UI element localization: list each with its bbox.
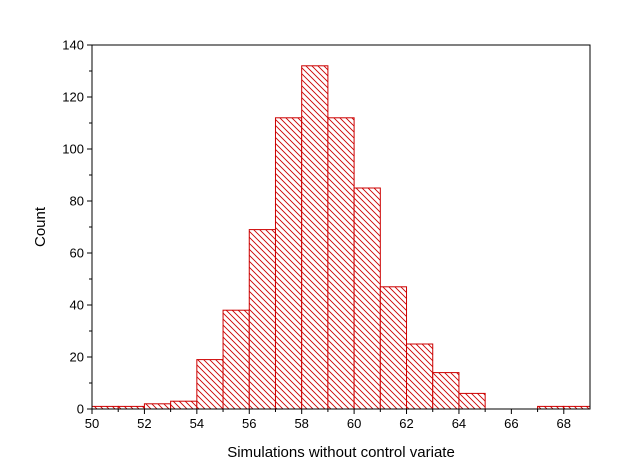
y-tick-label-7: 140	[62, 38, 84, 53]
x-tick-label-6: 62	[399, 416, 413, 431]
x-tick-label-5: 60	[347, 416, 361, 431]
bars-layer	[91, 65, 591, 410]
histogram-bar-2	[143, 403, 172, 410]
x-tick-label-9: 68	[557, 416, 571, 431]
y-tick-label-3: 60	[70, 246, 84, 261]
y-axis-title: Count	[32, 206, 49, 247]
axes-layer: 50 52 54 56 58 60 62 64 66 68 0 20 40 60 80 100 120 140	[62, 38, 591, 431]
histogram-bar-9	[327, 117, 355, 410]
histogram-bar-12	[406, 343, 434, 410]
histogram-bar-8	[301, 65, 329, 410]
x-tick-label-8: 66	[504, 416, 518, 431]
histogram-bar-13	[432, 372, 460, 410]
y-tick-label-0: 0	[77, 402, 84, 417]
x-axis-title: Simulations without control variate	[227, 444, 455, 461]
histogram-bar-3	[170, 400, 198, 410]
y-tick-label-2: 40	[70, 298, 84, 313]
x-tick-label-2: 54	[190, 416, 204, 431]
y-tick-label-4: 80	[70, 194, 84, 209]
y-tick-label-5: 100	[62, 142, 84, 157]
x-tick-label-0: 50	[85, 416, 99, 431]
x-tick-label-3: 56	[242, 416, 256, 431]
histogram-bar-5	[222, 309, 250, 410]
histogram-bar-10	[353, 187, 381, 410]
y-tick-label-1: 20	[70, 350, 84, 365]
x-tick-label-4: 58	[294, 416, 308, 431]
y-tick-label-6: 120	[62, 90, 84, 105]
x-tick-label-1: 52	[137, 416, 151, 431]
histogram-bar-4	[196, 359, 224, 410]
x-tick-label-7: 64	[452, 416, 466, 431]
histogram-bar-11	[379, 286, 408, 410]
histogram-bar-6	[248, 229, 276, 410]
histogram-bar-14	[458, 392, 486, 410]
histogram-bar-7	[274, 117, 303, 410]
